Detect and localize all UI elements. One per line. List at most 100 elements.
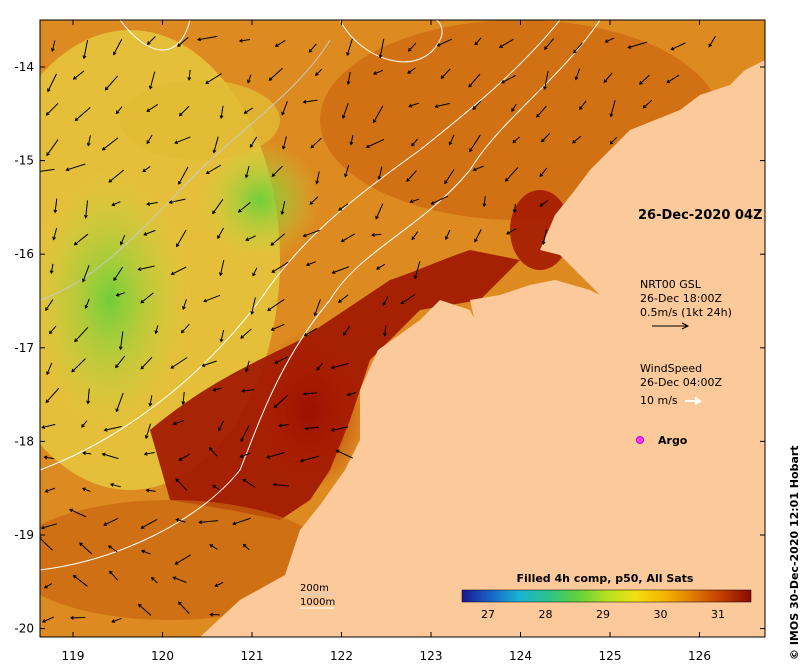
current-arrow: [237, 201, 251, 213]
current-arrow: [315, 68, 323, 77]
wind-legend-time: 26-Dec 04:00Z: [640, 376, 722, 389]
current-arrow: [212, 484, 221, 491]
current-scale-arrow: [652, 322, 690, 330]
current-arrow: [219, 329, 225, 343]
current-arrow: [305, 261, 316, 267]
current-arrow: [278, 423, 289, 428]
current-arrow: [111, 617, 122, 623]
credit-vertical: © IMOS 30-Dec-2020 12:01 Hobart: [788, 445, 801, 660]
current-arrow: [142, 166, 151, 173]
current-arrow: [109, 570, 119, 581]
current-arrow: [708, 35, 716, 48]
current-arrow: [101, 452, 119, 460]
current-arrow: [154, 325, 159, 335]
colorbar-title: Filled 4h comp, p50, All Sats: [517, 572, 694, 585]
current-arrow: [40, 168, 55, 172]
current-arrow: [407, 67, 416, 74]
current-arrow: [572, 135, 582, 144]
current-arrow: [146, 201, 158, 206]
current-arrow: [482, 196, 487, 208]
current-arrow: [212, 199, 224, 215]
current-arrow: [45, 102, 59, 116]
current-arrow: [72, 574, 88, 587]
current-arrow: [81, 420, 88, 428]
current-arrow: [330, 362, 349, 370]
current-arrow: [137, 265, 155, 272]
current-arrow: [40, 523, 58, 530]
current-arrow: [112, 39, 123, 56]
current-arrow: [309, 196, 319, 205]
current-arrow: [242, 543, 250, 551]
colorbar-tick-label: 31: [711, 608, 725, 621]
current-arrow: [274, 356, 288, 364]
current-arrow: [243, 107, 254, 114]
current-arrow: [240, 425, 250, 443]
current-arrow: [103, 426, 122, 432]
current-arrow: [74, 106, 91, 122]
current-arrow: [411, 138, 418, 147]
current-arrow: [74, 326, 89, 343]
current-arrow: [472, 165, 484, 172]
current-arrow: [430, 195, 449, 205]
wind-scale-arrow: [685, 396, 702, 406]
current-arrow: [436, 38, 453, 47]
current-arrow: [377, 166, 383, 181]
current-arrow: [244, 360, 250, 373]
current-arrow: [53, 198, 58, 214]
current-arrow: [150, 576, 158, 584]
current-arrow: [50, 40, 56, 53]
current-arrow: [341, 102, 349, 119]
current-arrow: [46, 139, 59, 157]
current-arrow: [65, 163, 86, 172]
current-arrow: [440, 68, 451, 80]
current-arrow: [375, 203, 384, 220]
current-arrow: [249, 136, 258, 148]
current-arrow: [212, 387, 222, 392]
current-arrow: [308, 43, 317, 53]
current-arrow: [281, 101, 288, 116]
current-arrow: [111, 201, 121, 207]
lon-tick-label: 124: [509, 649, 532, 663]
current-arrow: [219, 105, 224, 120]
lon-tick-label: 120: [151, 649, 174, 663]
current-arrow: [609, 100, 616, 118]
current-arrow: [273, 394, 289, 409]
current-arrow: [299, 455, 320, 463]
current-arrow: [140, 518, 158, 529]
current-arrow: [86, 135, 91, 147]
isobath-label-200m: 200m: [300, 583, 329, 594]
current-arrow: [373, 105, 384, 124]
current-arrow: [303, 327, 318, 337]
current-arrow: [178, 105, 190, 117]
current-arrow: [146, 36, 156, 45]
current-arrow: [271, 165, 283, 177]
current-arrow: [170, 357, 188, 369]
current-arrow: [82, 451, 92, 456]
green-patch: [200, 140, 320, 260]
current-arrow: [346, 38, 353, 57]
current-arrow: [107, 545, 118, 553]
current-arrow: [400, 293, 416, 305]
current-arrow: [541, 229, 548, 245]
current-arrow: [239, 452, 251, 459]
current-arrow: [376, 263, 386, 270]
current-arrow: [101, 137, 119, 151]
current-arrow: [178, 453, 190, 461]
current-arrow: [241, 388, 255, 393]
current-arrow: [315, 171, 320, 185]
map-body: [40, 20, 765, 637]
green-patch: [40, 170, 190, 430]
lat-tick-label: -14: [14, 60, 34, 74]
current-arrow: [217, 420, 224, 432]
current-arrow: [330, 426, 349, 432]
colorbar-tick-label: 30: [654, 608, 668, 621]
current-arrow: [444, 229, 451, 240]
current-arrow: [69, 508, 87, 518]
lat-tick-label: -20: [14, 622, 34, 636]
current-arrow: [172, 420, 185, 426]
current-arrow: [340, 233, 355, 243]
current-arrow: [498, 38, 514, 48]
current-arrow: [43, 455, 55, 460]
lat-tick-label: -16: [14, 247, 34, 261]
